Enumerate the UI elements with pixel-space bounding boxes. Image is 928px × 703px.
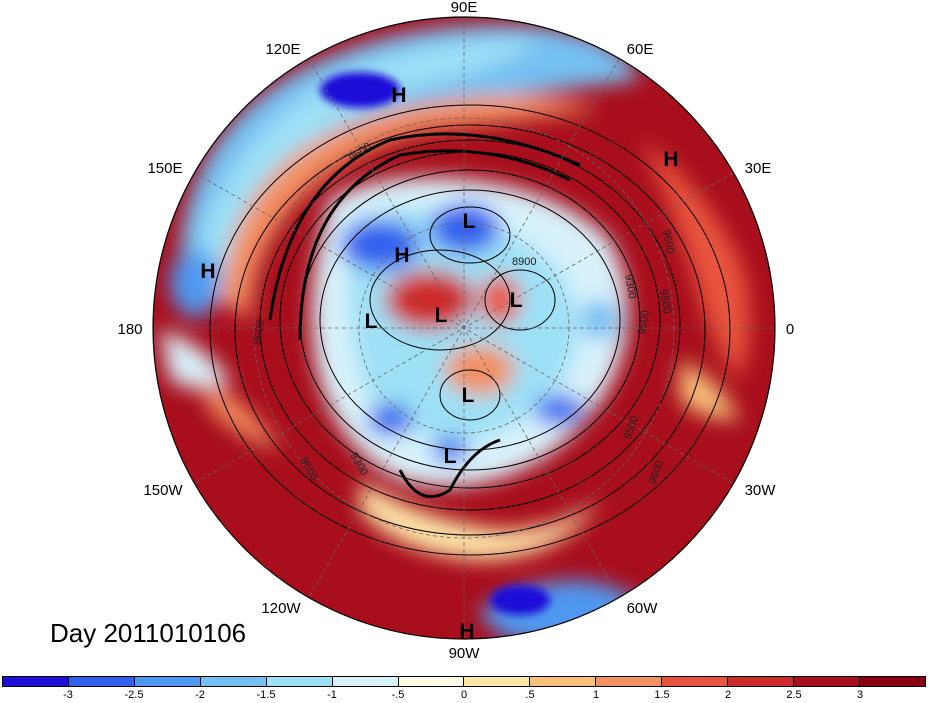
colorbar-labels: -3 -2.5 -2 -1.5 -1 -.5 0 .5 1 1.5 2 2.5 3	[0, 689, 928, 703]
contour-label: 8900	[512, 256, 536, 268]
low-marker: L	[444, 445, 457, 468]
pressure-centers: H H H H H L L L L L L	[200, 84, 678, 643]
colorbar-tick-label: 1.5	[654, 689, 670, 701]
colorbar-swatch	[398, 677, 465, 686]
colorbar-swatch	[794, 677, 860, 686]
colorbar-tick-label: -1.5	[256, 689, 276, 701]
colorbar-swatch	[332, 677, 399, 686]
contour-label: 9600	[251, 319, 267, 345]
colorbar-tick-label: -.5	[391, 689, 405, 701]
high-marker: H	[394, 244, 409, 267]
colorbar-swatch	[266, 677, 333, 686]
colorbar-swatch	[134, 677, 201, 686]
lon-label-120e: 120E	[265, 41, 300, 58]
graticule	[153, 17, 775, 639]
colorbar-tick-label: 2.5	[786, 689, 802, 701]
colorbar-swatch	[3, 677, 69, 686]
colorbar-swatch	[596, 677, 663, 686]
colorbar-swatch	[859, 677, 925, 686]
colorbar-swatch	[662, 677, 729, 686]
colorbar-swatch	[728, 677, 795, 686]
low-marker: L	[462, 384, 475, 407]
anomaly-field	[153, 17, 775, 639]
jet-contours	[268, 132, 581, 499]
colorbar-tick-label: 1	[592, 689, 600, 701]
high-marker: H	[200, 260, 215, 283]
contour-label: 9300	[622, 273, 638, 299]
colorbar-tick-label: -3	[63, 689, 73, 701]
colorbar-tick-label: 2	[724, 689, 732, 701]
colorbar-tick-label: -2.5	[124, 689, 144, 701]
colorbar-tick-label: 0	[460, 689, 468, 701]
lon-label-90e: 90E	[451, 0, 478, 16]
colorbar-tick-label: 3	[856, 689, 864, 701]
low-marker: L	[365, 310, 378, 333]
longitude-labels: 90E 60E 30E 0 30W 60W 90W 120W 150W 180 …	[117, 0, 794, 662]
colorbar-swatch	[200, 677, 267, 686]
lon-label-60e: 60E	[627, 41, 654, 58]
high-marker: H	[663, 148, 678, 171]
low-marker: L	[463, 210, 476, 233]
colorbar-tick-label: -1	[327, 689, 337, 701]
lon-label-120w: 120W	[261, 600, 301, 617]
map-boundary	[152, 16, 776, 640]
high-marker: H	[459, 620, 474, 643]
lon-label-90w: 90W	[449, 645, 481, 662]
contour-label: 9500	[657, 288, 673, 314]
colorbar-tick-label: -2	[195, 689, 205, 701]
colorbar-swatch	[464, 677, 531, 686]
high-marker: H	[391, 84, 406, 107]
lon-label-180: 180	[117, 321, 142, 338]
low-marker: L	[510, 289, 523, 312]
colorbar	[2, 676, 926, 687]
colorbar-tick-label: .5	[525, 689, 535, 701]
lon-label-60w: 60W	[627, 600, 659, 617]
lon-label-150w: 150W	[143, 482, 183, 499]
day-label: Day 2011010106	[50, 618, 247, 648]
colorbar-swatch	[68, 677, 135, 686]
lon-label-30e: 30E	[745, 160, 772, 177]
contour-label: 9500	[636, 309, 652, 335]
low-marker: L	[435, 304, 448, 327]
colorbar-swatch	[530, 677, 597, 686]
lon-label-150e: 150E	[147, 160, 182, 177]
contour-label: 9600	[660, 228, 676, 254]
lon-label-30w: 30W	[745, 482, 777, 499]
lon-label-0: 0	[786, 321, 794, 338]
